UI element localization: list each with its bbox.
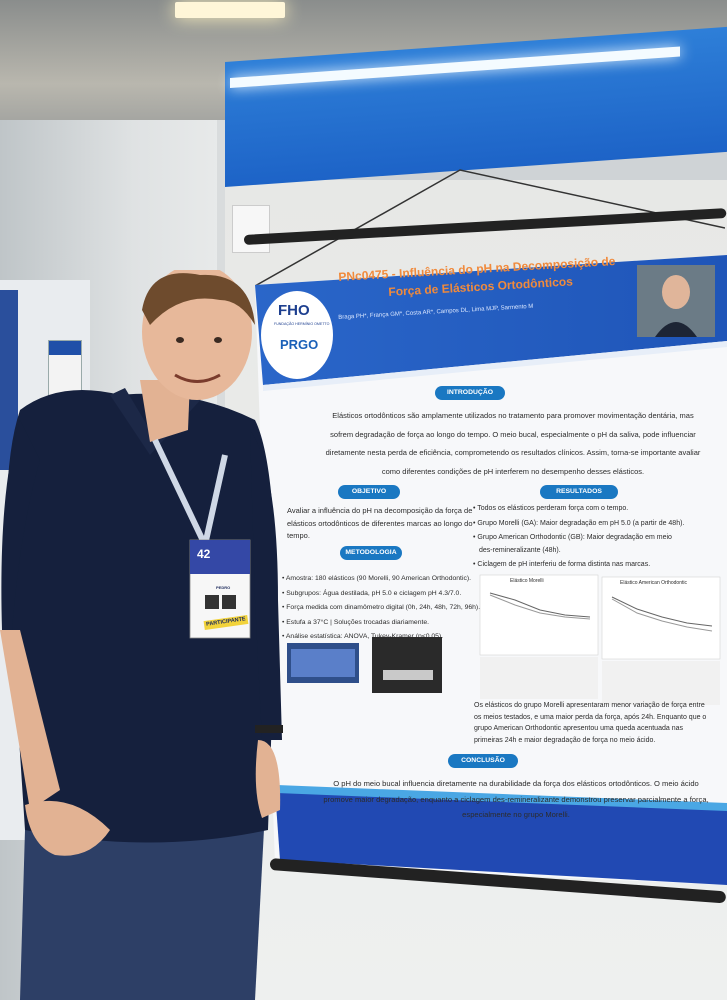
intro-line-2: sofrem degradação de força ao longo do t… <box>330 429 696 439</box>
conclusao-text: O pH do meio bucal influencia diretament… <box>305 778 727 822</box>
fho-logo-subtitle: FUNDAÇÃO HERMÍNIO OMETTO <box>274 322 330 326</box>
objetivo-line-3: tempo. <box>287 531 310 540</box>
result-line-2: • Grupo Morelli (GA): Maior degradação e… <box>473 519 685 527</box>
hanging-wire <box>255 169 725 287</box>
badge-number: 42 <box>197 547 211 561</box>
prgo-logo-text: PRGO <box>280 337 319 352</box>
conclusao-line-1: O pH do meio bucal influencia diretament… <box>333 779 699 788</box>
badge-name: PEDRO <box>216 585 231 590</box>
metodo-line-3: • Força medida com dinamômetro digital (… <box>282 604 481 611</box>
intro-line-1: Elásticos ortodônticos são amplamente ut… <box>332 411 694 420</box>
heading-objetivo: OBJETIVO <box>338 485 400 499</box>
objetivo-text: Avaliar a influência do pH na decomposiç… <box>287 505 477 543</box>
chart2-title: Elástico American Orthodontic <box>620 580 687 586</box>
heading-introducao: INTRODUÇÃO <box>435 386 505 400</box>
result-line-3: • Grupo American Orthodontic (GB): Maior… <box>473 534 672 541</box>
fho-logo-text: FHO <box>278 302 310 319</box>
summary-line-3: grupo American Orthodontic apresentou um… <box>474 725 683 732</box>
intro-line-4: como diferentes condições de pH interfer… <box>381 466 645 476</box>
chart1-title: Elástico Morelli <box>510 578 544 584</box>
objetivo-line-2: elásticos ortodônticos de diferentes mar… <box>287 518 473 528</box>
heading-conclusao: CONCLUSÃO <box>448 754 518 768</box>
summary-line-1: Os elásticos do grupo Morelli apresentar… <box>474 702 705 709</box>
metodo-line-2: • Subgrupos: Água destilada, pH 5.0 e ci… <box>282 589 462 597</box>
metodologia-text: • Amostra: 180 elásticos (90 Morelli, 90… <box>282 573 482 644</box>
neighbor-poster-edge <box>0 290 18 470</box>
result-line-1: • Todos os elásticos perderam força com … <box>473 505 629 512</box>
summary-line-2: os meios testados, e uma maior perda da … <box>474 713 707 721</box>
presenter-person <box>0 270 283 1000</box>
resultados-text: • Todos os elásticos perderam força com … <box>473 503 723 572</box>
intro-line-3: diretamente nesta perda de eficiência, c… <box>325 448 701 457</box>
heading-metodologia: METODOLOGIA <box>340 546 402 560</box>
metodo-line-4: • Estufa a 37°C | Soluções trocadas diar… <box>282 618 430 626</box>
intro-text: Elásticos ortodônticos são amplamente ut… <box>303 410 723 478</box>
result-line-4: des-remineralizante (48h). <box>479 546 561 554</box>
booth-label-card <box>232 205 270 253</box>
heading-resultados: RESULTADOS <box>540 485 618 499</box>
summary-line-4: primeiras 24h e maior degradação de forç… <box>474 736 656 744</box>
ceiling-light <box>175 2 285 18</box>
resultados-summary: Os elásticos do grupo Morelli apresentar… <box>474 700 726 746</box>
result-line-5: • Ciclagem de pH interferiu de forma dis… <box>473 561 651 568</box>
objetivo-line-1: Avaliar a influência do pH na decomposiç… <box>287 506 473 515</box>
metodo-line-1: • Amostra: 180 elásticos (90 Morelli, 90… <box>282 575 471 582</box>
conclusao-line-2: promove maior degradação, enquanto a cic… <box>323 794 709 804</box>
scientific-poster <box>255 255 727 885</box>
conclusao-line-3: especialmente no grupo Morelli. <box>462 810 570 819</box>
metodo-line-5: • Análise estatística: ANOVA, Tukey-Kram… <box>282 633 444 640</box>
